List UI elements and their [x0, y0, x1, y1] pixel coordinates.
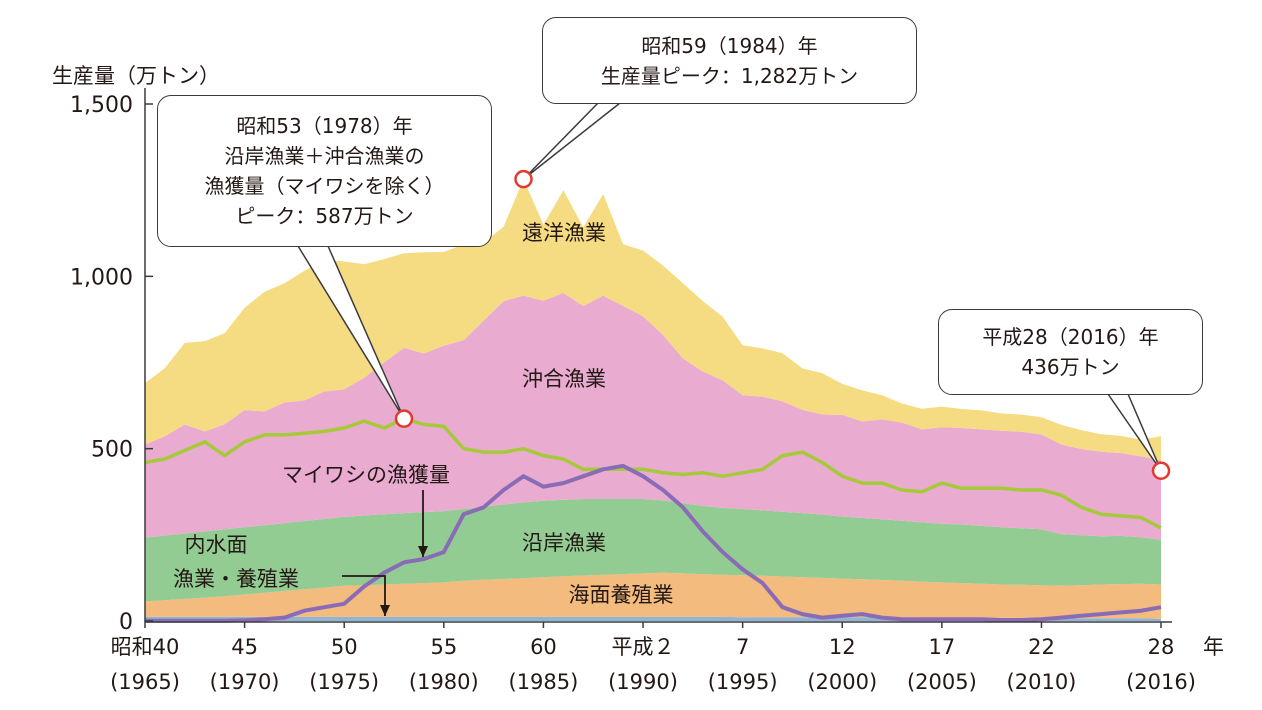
- marker-1984-peak: [514, 169, 533, 189]
- label-kaimen-yoshoku: 海面養殖業: [569, 583, 674, 607]
- x-tick-era-2016: 28: [1148, 635, 1175, 659]
- x-tick-year-2000: (2000): [807, 670, 877, 694]
- x-tick-year-1990: (1990): [608, 670, 678, 694]
- label-enyo-gyogyo: 遠洋漁業: [522, 221, 606, 245]
- y-tick-label-1000: 1,000: [70, 265, 133, 290]
- area-kaimen-yoshoku: [145, 572, 1161, 619]
- area-okiai-gyogyo: [145, 292, 1161, 540]
- x-tick-year-1995: (1995): [708, 670, 778, 694]
- arrow-naisuimen-shaft: [342, 575, 386, 616]
- label-naisuimen-1: 内水面: [185, 533, 248, 557]
- x-tick-era-1965: 昭和40: [111, 635, 180, 659]
- callout-1978-line-1: 昭和53（1978）年: [236, 114, 413, 138]
- x-tick-era-1975: 50: [331, 635, 358, 659]
- x-tick-era-1985: 60: [530, 635, 557, 659]
- x-tick-era-2000: 12: [829, 635, 856, 659]
- callout-1984-line-1: 昭和59（1984）年: [641, 33, 818, 58]
- x-tick-year-1985: (1985): [509, 670, 579, 694]
- area-enyo-gyogyo: [145, 179, 1161, 461]
- x-tick-year-1970: (1970): [210, 670, 280, 694]
- label-naisuimen-2: 漁業・養殖業: [173, 567, 299, 591]
- arrow-naisuimen-head: [380, 605, 390, 616]
- x-axis-unit: 年: [1203, 635, 1224, 659]
- x-tick-year-1980: (1980): [409, 670, 479, 694]
- line-maiwashi-catch: [145, 463, 1162, 623]
- marker-2016: [1151, 461, 1171, 480]
- callout-1978-line-4: ピーク：587万トン: [235, 204, 414, 228]
- arrow-maiwashi-head: [418, 546, 428, 557]
- callout-2016-line-2: 436万トン: [1021, 355, 1120, 379]
- x-tick-era-1970: 45: [231, 635, 258, 659]
- label-maiwashi-catch: マイワシの漁獲量: [282, 463, 450, 487]
- callout-1978-peak: 昭和53（1978）年 沿岸漁業＋沖合漁業の 漁獲量（マイワシを除く） ピーク：…: [157, 95, 492, 247]
- callout-1978-line-3: 漁獲量（マイワシを除く）: [204, 174, 445, 198]
- line-coastal-offshore-catch: [144, 416, 1162, 530]
- callout-2016-line-1: 平成28（2016）年: [982, 325, 1159, 349]
- area-engan-gyogyo: [145, 499, 1161, 602]
- x-tick-era-2010: 22: [1028, 635, 1055, 659]
- y-tick-label-500: 500: [91, 438, 133, 463]
- x-tick-era-2005: 17: [928, 635, 955, 659]
- callout-1978-line-2: 沿岸漁業＋沖合漁業の: [224, 144, 425, 168]
- arrow-naisuimen: [342, 575, 390, 616]
- callout-2016: 平成28（2016）年 436万トン: [938, 309, 1203, 395]
- x-tick-year-1975: (1975): [309, 670, 379, 694]
- label-engan-gyogyo: 沿岸漁業: [522, 531, 606, 555]
- callout-1984-line-2: 生産量ピーク：1,282万トン: [600, 63, 859, 88]
- x-tick-year-2016: (2016): [1126, 670, 1196, 694]
- callout-pointer-1984: [522, 102, 621, 180]
- x-tick-era-1995: 7: [736, 635, 749, 659]
- x-tick-year-1965: (1965): [110, 670, 180, 694]
- y-axis-title: 生産量（万トン）: [52, 64, 220, 88]
- y-tick-label-0: 0: [119, 610, 133, 635]
- arrow-maiwashi: [418, 490, 428, 557]
- x-tick-year-2010: (2010): [1007, 670, 1077, 694]
- label-okiai-gyogyo: 沖合漁業: [522, 367, 606, 391]
- x-tick-era-1990: 平成２: [612, 635, 675, 659]
- y-tick-label-1500: 1,500: [70, 93, 133, 118]
- x-tick-era-1980: 55: [430, 635, 457, 659]
- marker-1978-peak: [394, 409, 414, 428]
- callout-1984-peak: 昭和59（1984）年 生産量ピーク：1,282万トン: [542, 17, 917, 104]
- x-tick-year-2005: (2005): [907, 670, 977, 694]
